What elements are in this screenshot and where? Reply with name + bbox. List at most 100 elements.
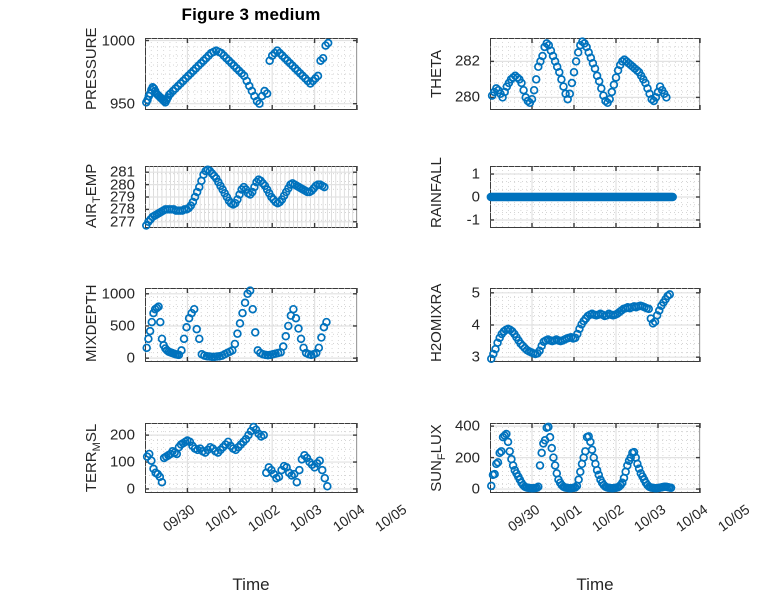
x-tick-label: 09/30 (504, 501, 543, 535)
y-tick-label: 0 (471, 480, 480, 498)
data-point (292, 477, 302, 487)
y-axis-label-air_temp: AIRTEMP (83, 163, 103, 228)
data-point (177, 346, 186, 355)
data-point (315, 456, 324, 465)
data-point (192, 324, 201, 334)
data-point (503, 437, 513, 447)
data-point (587, 445, 597, 454)
data-point (519, 85, 528, 95)
data-point (601, 96, 610, 106)
x-tick-label: 10/05 (371, 501, 410, 535)
data-point (250, 182, 259, 192)
data-point (248, 304, 257, 314)
plot-area-pressure (142, 38, 358, 110)
data-point (535, 346, 544, 355)
data-point (590, 64, 600, 73)
plot-area-mixdepth (142, 286, 358, 362)
y-tick-label: 500 (109, 317, 135, 335)
data-point (555, 67, 564, 77)
data-point (291, 313, 301, 323)
x-tick-label: 09/30 (159, 501, 198, 535)
data-point (586, 437, 595, 447)
data-point (502, 429, 511, 439)
data-point (313, 71, 323, 81)
y-axis-label-pressure: PRESSURE (83, 27, 100, 110)
data-point (250, 328, 260, 337)
y-tick-label: 280 (109, 176, 135, 194)
data-point (537, 448, 546, 458)
y-tick-label: 4 (471, 316, 480, 334)
y-tick-label: 1000 (101, 285, 135, 303)
data-point (666, 483, 676, 493)
data-point (189, 304, 199, 314)
panel-terr_msl: 0 100 200 TERRMSL 09/30 10/01 10/02 10/03 10/04 1… (83, 422, 409, 594)
data-point (487, 481, 496, 491)
x-tick-label: 10/02 (588, 501, 627, 535)
data-point (652, 311, 662, 320)
data-point (623, 461, 632, 470)
y-tick-label: 1000 (101, 32, 135, 50)
data-point (489, 349, 498, 359)
data-point (235, 319, 245, 328)
data-point (487, 354, 496, 364)
data-point (318, 53, 328, 63)
plot-area-theta (487, 37, 701, 110)
data-point (576, 467, 585, 477)
data-point (317, 465, 327, 475)
data-point (567, 78, 577, 88)
data-point (544, 422, 553, 432)
y-axis-label-mixdepth: MIXDEPTH (83, 284, 100, 362)
data-point (529, 85, 539, 95)
data-point (505, 447, 514, 456)
y-tick-label: 277 (109, 213, 135, 231)
data-point (655, 306, 664, 315)
data-point (513, 73, 522, 82)
data-point (547, 443, 556, 453)
data-point (549, 453, 558, 462)
y-tick-label: 3 (471, 348, 480, 366)
plot-area-rainfall (486, 166, 701, 228)
data-point (575, 324, 584, 334)
data-point (634, 464, 644, 473)
data-point (609, 80, 619, 90)
data-point (147, 456, 156, 465)
y-tick-label: 0 (126, 349, 135, 367)
y-tick-label: 400 (454, 417, 480, 435)
data-point (500, 431, 509, 440)
data-point (179, 334, 189, 344)
y-tick-label: 200 (109, 426, 135, 444)
y-tick-label: 950 (109, 95, 135, 113)
data-point (289, 469, 299, 479)
x-tick-label: 10/03 (286, 501, 325, 535)
data-point (233, 195, 242, 204)
data-point (323, 38, 333, 48)
data-point (618, 478, 627, 488)
x-tick-label: 10/04 (329, 501, 368, 535)
y-tick-label: 281 (109, 163, 135, 181)
data-point (259, 430, 268, 440)
data-point (156, 317, 165, 327)
data-point (523, 96, 533, 106)
data-point (284, 321, 293, 331)
data-point (605, 94, 614, 104)
data-point (542, 39, 551, 48)
data-point (597, 84, 606, 93)
y-tick-label: -1 (466, 211, 480, 229)
data-point (574, 475, 583, 484)
data-point (517, 78, 526, 88)
data-point (518, 341, 528, 351)
panel-air_temp: 277 278 279 280 281 AIRTEMP (83, 164, 358, 230)
y-tick-label: 200 (454, 449, 480, 467)
data-point (559, 82, 568, 91)
data-point (245, 286, 255, 295)
data-point (565, 89, 575, 99)
x-tick-label: 10/02 (244, 501, 283, 535)
y-axis-label-rainfall: RAINFALL (428, 157, 445, 228)
data-point (550, 461, 560, 470)
data-point (230, 339, 240, 349)
y-tick-label: 280 (454, 88, 480, 106)
plot-area-terr_msl (142, 422, 358, 493)
data-point (144, 334, 153, 344)
data-point (182, 323, 191, 332)
data-point (493, 458, 503, 467)
